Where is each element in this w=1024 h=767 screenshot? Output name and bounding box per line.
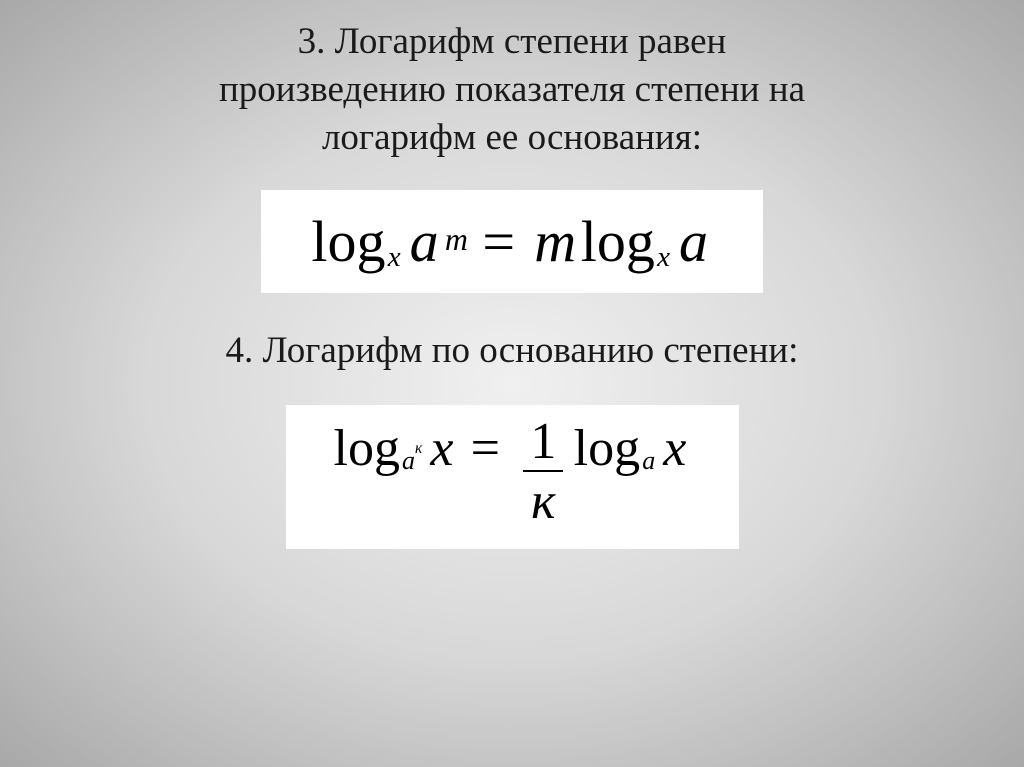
- title-line-3: логарифм ее основания:: [219, 114, 805, 162]
- log-base-a-2: a: [642, 446, 655, 476]
- arg-x-2: x: [663, 419, 686, 478]
- arg-a-2: a: [679, 208, 708, 275]
- formula-2-math: log aк x = 1 к log a x: [334, 419, 691, 535]
- subtitle-text: 4. Логарифм по основанию степени:: [226, 330, 799, 371]
- coef-m: m: [534, 208, 576, 275]
- arg-x: x: [430, 419, 453, 478]
- frac-num: 1: [522, 416, 564, 470]
- formula-log-power: log x a m = m log x a: [261, 190, 762, 293]
- arg-a: a: [410, 208, 439, 275]
- log-base-a-k: aк: [402, 446, 422, 476]
- lhs: log aк x: [334, 419, 458, 478]
- rule-3-title: 3. Логарифм степени равен произведению п…: [219, 18, 805, 162]
- frac-den: к: [523, 470, 563, 528]
- log-symbol: log: [311, 208, 385, 275]
- base-exp-k: к: [415, 440, 422, 457]
- fraction-1-over-k: 1 к: [522, 416, 564, 528]
- formula-1-math: log x a m = m log x a: [311, 208, 712, 275]
- formula-log-base-power: log aк x = 1 к log a x: [286, 405, 739, 549]
- title-line-1: 3. Логарифм степени равен: [219, 18, 805, 66]
- rhs-log: log a x: [574, 419, 691, 478]
- log-base-x-2: x: [657, 241, 670, 274]
- exponent-m: m: [445, 222, 468, 258]
- title-line-2: произведению показателя степени на: [219, 66, 805, 114]
- log-symbol-4: log: [574, 419, 640, 478]
- log-base-x: x: [388, 241, 401, 274]
- log-symbol-2: log: [581, 208, 655, 275]
- equals-sign-2: =: [471, 419, 500, 478]
- base-a: a: [402, 446, 415, 475]
- equals-sign: =: [482, 208, 515, 275]
- rule-4-title: 4. Логарифм по основанию степени:: [226, 327, 799, 375]
- log-symbol-3: log: [334, 419, 400, 478]
